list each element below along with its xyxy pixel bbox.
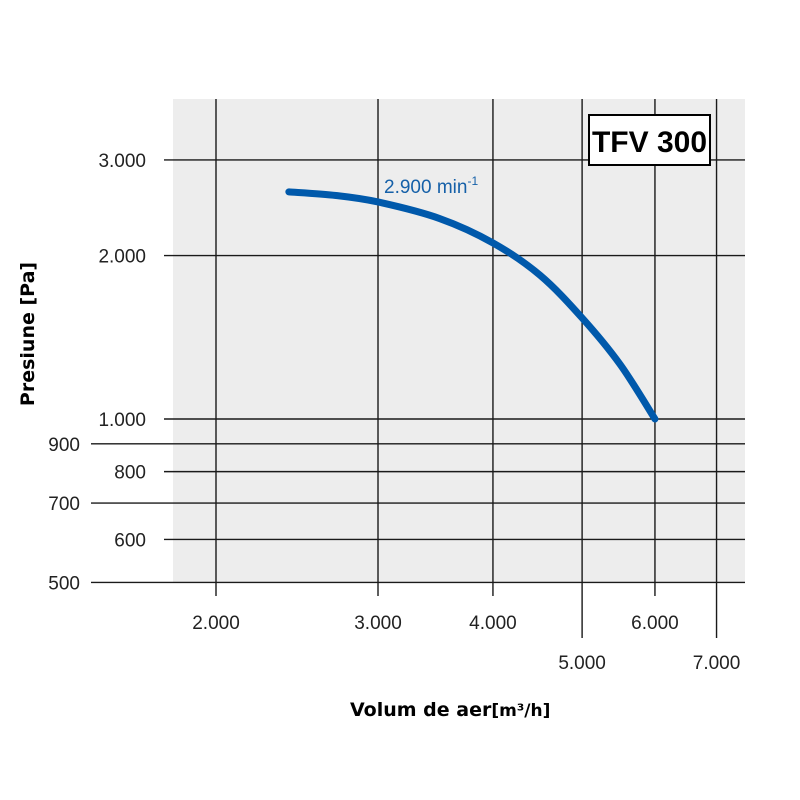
y-tick-label: 500 xyxy=(48,573,80,594)
performance-curve xyxy=(285,188,659,423)
x-axis-title-main: Volum de aer xyxy=(350,699,492,721)
y-tick-label: 700 xyxy=(48,494,80,515)
x-tick-label: 6.000 xyxy=(631,613,679,634)
x-tick-label: 3.000 xyxy=(354,613,402,634)
y-axis-title: Presiune [Pa] xyxy=(17,262,39,406)
vertical-gridlines xyxy=(215,99,718,638)
y-tick-label: 2.000 xyxy=(98,247,146,268)
y-tick-label: 900 xyxy=(48,435,80,456)
series-label-superscript: -1 xyxy=(467,174,478,188)
horizontal-gridlines xyxy=(91,159,745,584)
y-tick-label: 1.000 xyxy=(98,410,146,431)
x-tick-label: 5.000 xyxy=(558,653,606,674)
plot-area xyxy=(173,99,745,583)
y-tick-label: 800 xyxy=(114,463,146,484)
y-axis-tick-labels: 3.000 2.000 1.000 900 800 700 600 500 xyxy=(48,151,146,595)
model-box: TFV 300 xyxy=(588,114,711,166)
x-axis-tick-labels: 2.000 3.000 4.000 5.000 6.000 7.000 xyxy=(192,613,740,674)
x-tick-label: 7.000 xyxy=(693,653,741,674)
series-label-main: 2.900 min xyxy=(384,177,467,198)
x-axis-title: Volum de aer[m³/h] xyxy=(350,699,550,721)
x-tick-label: 4.000 xyxy=(469,613,517,634)
series-label: 2.900 min-1 xyxy=(384,174,478,198)
x-tick-label: 2.000 xyxy=(192,613,240,634)
y-tick-label: 600 xyxy=(114,530,146,551)
y-tick-label: 3.000 xyxy=(98,151,146,172)
x-axis-title-unit: [m³/h] xyxy=(491,701,550,721)
model-label: TFV 300 xyxy=(592,126,707,159)
